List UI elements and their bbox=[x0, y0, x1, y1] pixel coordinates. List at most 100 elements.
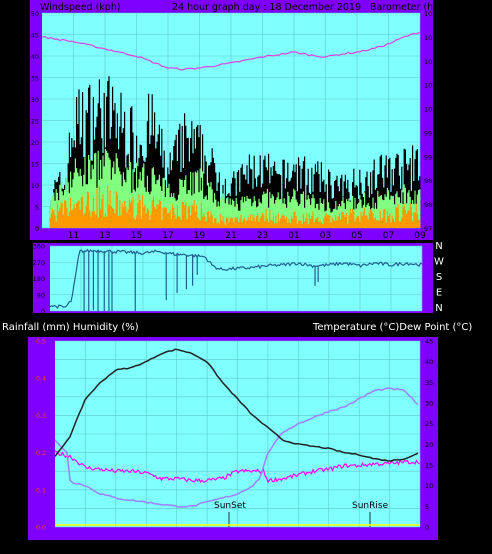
barometer-tick-label: 1020 bbox=[424, 10, 441, 18]
x-tick-label: 09 bbox=[414, 540, 426, 550]
chart-title: 24 hour graph day : 18 December 2019 bbox=[172, 2, 361, 13]
x-tick-label: 05 bbox=[353, 540, 364, 550]
temperature-axis-ticks: 11 13 15 17 19 21 23 01 03 05 07 090102030405060708… bbox=[14, 338, 434, 551]
humidity-tick-label: 90 bbox=[18, 356, 26, 364]
windspeed-tick-label: 40 bbox=[31, 53, 39, 61]
x-tick-label: 23 bbox=[257, 231, 268, 241]
direction-tick-label: 360 bbox=[33, 243, 45, 251]
x-tick-label: 15 bbox=[141, 540, 152, 550]
barometer-tick-label: 995 bbox=[424, 129, 436, 137]
humidity-tick-label: 10 bbox=[18, 505, 26, 513]
temperature-dewpoint-header: Temperature (°C)Dew Point (°C) bbox=[312, 322, 472, 333]
windspeed-tick-label: 25 bbox=[31, 118, 39, 126]
dewpoint-line bbox=[54, 387, 419, 508]
rainfall-tick-label: 0.1 bbox=[36, 486, 46, 494]
x-tick-label: 21 bbox=[232, 540, 243, 550]
windspeed-header: Windspeed (kph) bbox=[40, 2, 121, 13]
barometer-tick-label: 980 bbox=[424, 201, 436, 209]
temperature-tick-label: 10 bbox=[425, 482, 433, 490]
temperature-tick-label: 30 bbox=[425, 400, 433, 408]
x-tick-label: 13 bbox=[99, 231, 110, 241]
x-tick-label: 19 bbox=[201, 540, 213, 550]
windspeed-tick-label: 0 bbox=[35, 225, 39, 233]
x-tick-label: 07 bbox=[383, 231, 394, 241]
temperature-tick-label: 45 bbox=[425, 338, 433, 346]
temperature-tick-label: 40 bbox=[425, 358, 433, 366]
humidity-tick-label: 70 bbox=[18, 393, 26, 401]
windspeed-tick-label: 5 bbox=[35, 204, 39, 212]
humidity-tick-label: 20 bbox=[18, 486, 26, 494]
temperature-tick-label: 20 bbox=[425, 441, 433, 449]
compass-letter: S bbox=[436, 272, 442, 283]
windspeed-tick-label: 45 bbox=[31, 32, 39, 40]
x-tick-label: 23 bbox=[262, 540, 273, 550]
direction-spikes bbox=[83, 250, 319, 311]
x-tick-label: 19 bbox=[194, 231, 206, 241]
temperature-tick-label: 0 bbox=[425, 524, 429, 532]
x-tick-label: 17 bbox=[162, 231, 173, 241]
rainfall-tick-label: 0.2 bbox=[36, 449, 46, 457]
humidity-tick-label: 100 bbox=[14, 338, 26, 346]
direction-tick-label: 180 bbox=[33, 275, 45, 283]
x-tick-label: 03 bbox=[320, 231, 331, 241]
x-tick-label: 11 bbox=[80, 540, 91, 550]
humidity-tick-label: 50 bbox=[18, 431, 26, 439]
x-tick-label: 09 bbox=[414, 231, 426, 241]
x-tick-label: 05 bbox=[351, 231, 362, 241]
x-tick-label: 01 bbox=[288, 231, 299, 241]
barometer-header: Barometer (hpa) bbox=[370, 2, 449, 13]
wind-axis-ticks: 11 13 15 17 19 21 23 01 03 05 07 090510152025303540… bbox=[31, 10, 441, 241]
temperature-line bbox=[54, 348, 419, 462]
sunset-label: SunSet bbox=[214, 501, 246, 511]
humidity-tick-label: 30 bbox=[18, 468, 26, 476]
compass-letter: W bbox=[434, 257, 444, 268]
wind-series bbox=[49, 76, 421, 228]
rainfall-tick-label: 0.0 bbox=[36, 524, 46, 532]
barometer-tick-label: 1015 bbox=[424, 34, 441, 42]
humidity-tick-label: 40 bbox=[18, 449, 26, 457]
compass-letter: N bbox=[435, 241, 442, 252]
temperature-tick-label: 35 bbox=[425, 379, 433, 387]
humidity-line bbox=[54, 450, 420, 484]
windspeed-tick-label: 20 bbox=[31, 139, 39, 147]
x-tick-label: 01 bbox=[293, 540, 304, 550]
rainfall-tick-label: 0.3 bbox=[36, 412, 46, 420]
barometer-tick-label: 1000 bbox=[424, 106, 441, 114]
humidity-tick-label: 60 bbox=[18, 412, 26, 420]
barometer-tick-label: 1010 bbox=[424, 58, 441, 66]
windspeed-tick-label: 30 bbox=[31, 96, 39, 104]
barometer-tick-label: 985 bbox=[424, 177, 436, 185]
windspeed-tick-label: 50 bbox=[31, 10, 39, 18]
sunrise-label: SunRise bbox=[352, 501, 389, 511]
compass-letter: E bbox=[436, 288, 442, 299]
humidity-tick-label: 80 bbox=[18, 375, 26, 383]
x-tick-label: 11 bbox=[68, 231, 79, 241]
windspeed-tick-label: 10 bbox=[31, 182, 39, 190]
windspeed-tick-label: 15 bbox=[31, 161, 39, 169]
rainfall-tick-label: 0.4 bbox=[36, 375, 46, 383]
barometer-tick-label: 975 bbox=[424, 225, 436, 233]
x-tick-label: 15 bbox=[131, 231, 142, 241]
direction-tick-label: 0 bbox=[41, 308, 45, 316]
direction-tick-label: 270 bbox=[33, 259, 45, 267]
barometer-tick-label: 990 bbox=[424, 153, 436, 161]
x-tick-label: 21 bbox=[225, 231, 236, 241]
direction-tick-label: 90 bbox=[37, 291, 45, 299]
direction-axis-ticks: 360 270 180 90 0 bbox=[33, 243, 45, 316]
humidity-tick-label: 0 bbox=[22, 524, 26, 532]
x-tick-label: 07 bbox=[384, 540, 395, 550]
x-tick-label: 13 bbox=[110, 540, 121, 550]
x-tick-label: 17 bbox=[171, 540, 182, 550]
windspeed-tick-label: 35 bbox=[31, 75, 39, 83]
barometer-line bbox=[41, 31, 421, 71]
rainfall-humidity-header: Rainfall (mm) Humidity (%) bbox=[2, 322, 139, 333]
barometer-tick-label: 1005 bbox=[424, 82, 441, 90]
temperature-tick-label: 5 bbox=[425, 503, 429, 511]
temperature-tick-label: 15 bbox=[425, 462, 433, 470]
compass-letter: N bbox=[435, 303, 442, 314]
wind-minimum-bars bbox=[49, 185, 421, 228]
temperature-tick-label: 25 bbox=[425, 420, 433, 428]
rainfall-tick-label: 0.5 bbox=[36, 338, 46, 346]
